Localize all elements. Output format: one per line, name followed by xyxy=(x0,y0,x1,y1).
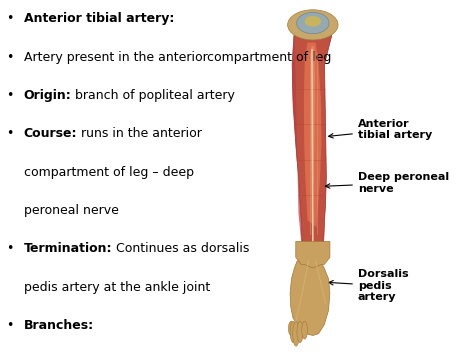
Polygon shape xyxy=(296,241,330,268)
Text: Origin:: Origin: xyxy=(24,89,72,102)
Ellipse shape xyxy=(297,321,303,343)
Text: •: • xyxy=(6,127,13,141)
Ellipse shape xyxy=(297,12,329,34)
Text: Branches:: Branches: xyxy=(24,319,94,332)
Text: •: • xyxy=(6,319,13,332)
Polygon shape xyxy=(292,36,332,241)
Ellipse shape xyxy=(288,321,294,335)
Ellipse shape xyxy=(293,321,300,346)
Text: Dorsalis
pedis
artery: Dorsalis pedis artery xyxy=(328,269,409,302)
Ellipse shape xyxy=(302,321,308,339)
Text: Artery present in the anterior: Artery present in the anterior xyxy=(24,51,208,64)
Text: •: • xyxy=(6,242,13,256)
Text: •: • xyxy=(6,89,13,102)
Text: Anterior
tibial artery: Anterior tibial artery xyxy=(328,119,432,140)
Text: Deep peroneal
nerve: Deep peroneal nerve xyxy=(325,172,449,193)
Ellipse shape xyxy=(288,10,338,40)
Text: Termination:: Termination: xyxy=(24,242,112,256)
Text: branch of popliteal artery: branch of popliteal artery xyxy=(72,89,235,102)
Polygon shape xyxy=(304,43,321,227)
Polygon shape xyxy=(292,39,302,241)
Text: •: • xyxy=(6,51,13,64)
Text: runs in the anterior: runs in the anterior xyxy=(77,127,202,141)
Text: Anterior tibial artery:: Anterior tibial artery: xyxy=(24,12,174,26)
Text: pedis artery at the ankle joint: pedis artery at the ankle joint xyxy=(24,281,210,294)
Text: Continues as dorsalis: Continues as dorsalis xyxy=(112,242,250,256)
Text: •: • xyxy=(6,12,13,26)
Text: compartment of leg: compartment of leg xyxy=(208,51,332,64)
Text: peroneal nerve: peroneal nerve xyxy=(24,204,119,217)
Ellipse shape xyxy=(305,16,321,27)
Polygon shape xyxy=(290,257,330,335)
Ellipse shape xyxy=(290,321,296,343)
Polygon shape xyxy=(310,46,315,185)
Text: compartment of leg – deep: compartment of leg – deep xyxy=(24,166,194,179)
Text: Course:: Course: xyxy=(24,127,77,141)
